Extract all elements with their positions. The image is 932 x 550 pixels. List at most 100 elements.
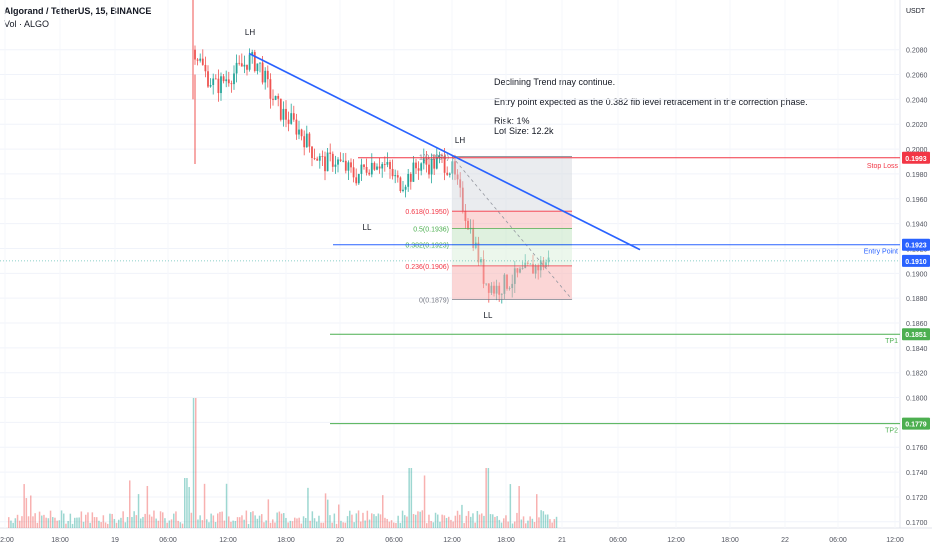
volume-bar	[19, 520, 21, 528]
volume-bar	[555, 516, 558, 528]
volume-bar	[43, 514, 45, 528]
volume-bar	[340, 520, 342, 528]
volume-bar	[329, 515, 331, 528]
candle-body	[399, 177, 402, 192]
candle-body	[251, 52, 254, 55]
volume-bar	[252, 511, 254, 528]
volume-bar	[124, 522, 127, 528]
candle-body	[287, 119, 290, 124]
y-tick-label: 0.1700	[906, 520, 928, 527]
volume-bar	[379, 514, 382, 528]
volume-bar	[247, 523, 250, 528]
volume-bar	[263, 522, 265, 528]
candle-body	[331, 153, 334, 167]
x-tick-label: 20	[336, 537, 344, 544]
volume-bar	[137, 494, 140, 528]
volume-bar	[104, 522, 107, 528]
candle-body	[212, 78, 215, 86]
candle-body	[386, 162, 389, 165]
volume-bar	[531, 518, 534, 528]
volume-bar	[102, 515, 105, 528]
candle-body	[300, 129, 303, 137]
x-tick-label: 18:00	[497, 537, 515, 544]
volume-bar	[208, 522, 210, 528]
volume-bar	[256, 518, 259, 528]
note-line: Entry point expected as the 0.382 fib le…	[494, 97, 808, 107]
volume-bar	[82, 521, 85, 528]
volume-bar	[175, 511, 177, 528]
volume-bar	[58, 520, 61, 528]
candle-body	[308, 133, 311, 147]
volume-bar	[417, 511, 419, 528]
volume-bar	[144, 513, 146, 528]
volume-bar	[151, 516, 153, 528]
candle-body	[248, 54, 251, 70]
fib-level-label: 0(0.1879)	[419, 297, 449, 304]
candle-body	[394, 175, 397, 177]
price-tag	[902, 151, 930, 164]
volume-bar	[366, 510, 369, 528]
volume-bar	[47, 518, 50, 528]
volume-bar	[357, 510, 360, 528]
candle-body	[472, 227, 475, 248]
candle-body	[290, 113, 293, 124]
volume-bar	[186, 478, 188, 528]
volume-bar	[71, 523, 74, 528]
volume-bar	[349, 510, 351, 528]
candle-body	[448, 173, 451, 175]
volume-bar	[294, 517, 296, 528]
candle-body	[196, 59, 199, 61]
candle-body	[415, 162, 417, 169]
volume-bar	[74, 517, 76, 528]
candle-body	[220, 76, 222, 94]
candle-body	[461, 187, 464, 211]
volume-bar	[529, 516, 531, 528]
candle-body	[214, 78, 217, 80]
volume-bar	[148, 514, 151, 528]
volume-bar	[8, 517, 10, 528]
volume-bar	[23, 484, 25, 528]
volume-bar	[527, 520, 529, 528]
volume-bar	[533, 522, 536, 528]
volume-bar	[496, 516, 498, 528]
volume-bar	[481, 513, 483, 528]
volume-bar	[461, 504, 463, 528]
volume-bar	[195, 398, 197, 528]
price-tag-label: 0.1910	[905, 259, 927, 266]
volume-bar	[547, 514, 549, 528]
volume-bar	[98, 520, 100, 528]
volume-bar	[432, 522, 435, 528]
volume-bar	[401, 510, 404, 528]
volume-bar	[311, 511, 314, 528]
volume-bar	[272, 519, 274, 528]
volume-bar	[305, 517, 307, 528]
candle-body	[329, 152, 332, 154]
volume-bar	[373, 514, 375, 528]
volume-bar	[492, 514, 494, 528]
x-tick-label: 12:00	[0, 537, 14, 544]
candle-body	[441, 155, 443, 156]
volume-bar	[89, 522, 91, 528]
volume-bar	[386, 518, 388, 528]
candle-body	[217, 78, 220, 94]
volume-bar	[514, 521, 516, 528]
price-axis-bg	[900, 0, 932, 550]
y-tick-label: 0.1900	[906, 271, 928, 278]
volume-bar	[320, 522, 322, 528]
candle-body	[459, 179, 462, 188]
volume-bar	[69, 513, 72, 528]
volume-bar	[335, 523, 338, 528]
volume-bar	[225, 483, 228, 528]
volume-bar	[355, 513, 358, 528]
volume-bar	[485, 468, 487, 528]
volume-bar	[540, 510, 542, 528]
price-tag-label: 0.1923	[905, 243, 927, 250]
volume-bar	[199, 515, 201, 528]
candle-body	[454, 161, 456, 175]
candle-body	[256, 63, 259, 72]
candle-body	[373, 162, 376, 170]
volume-bar	[122, 511, 124, 528]
volume-bar	[316, 521, 318, 528]
x-tick-label: 22	[781, 537, 789, 544]
